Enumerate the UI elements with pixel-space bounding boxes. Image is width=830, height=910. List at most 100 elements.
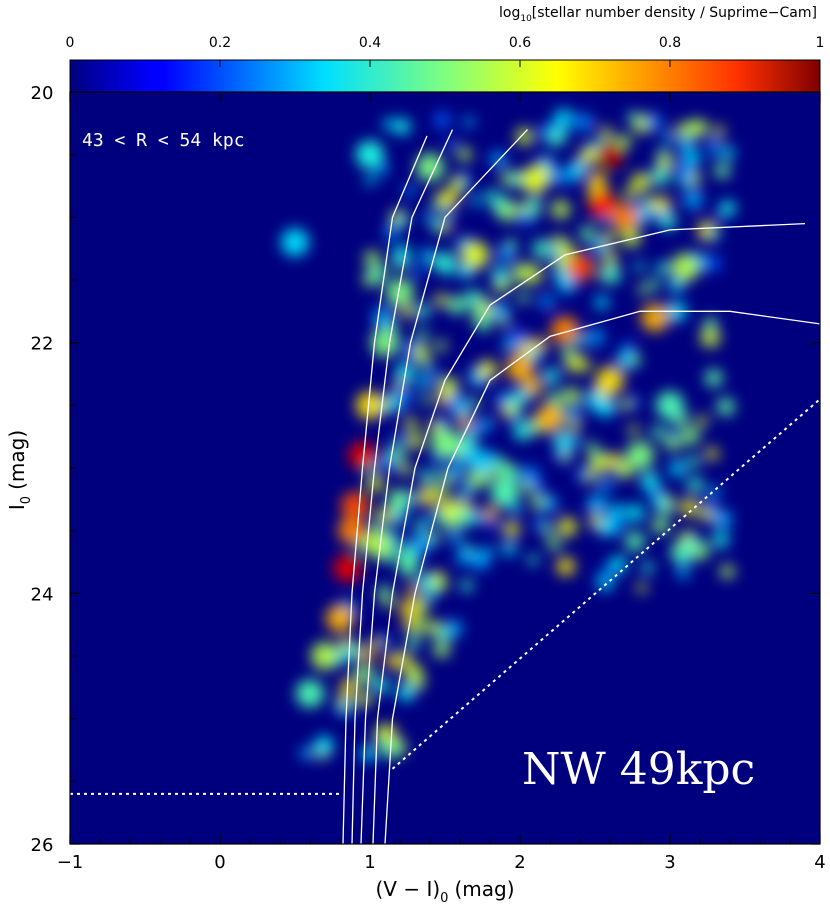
density-speckle [448, 530, 463, 545]
density-speckle [432, 454, 445, 466]
density-speckle [393, 118, 411, 136]
density-speckle [338, 694, 352, 708]
density-speckle [687, 476, 704, 493]
density-speckle [420, 469, 434, 483]
density-speckle [300, 746, 314, 760]
density-speckle [439, 189, 459, 208]
density-speckle [393, 434, 405, 445]
density-clump [626, 441, 654, 470]
density-speckle [598, 477, 613, 492]
density-speckle [543, 367, 560, 385]
density-speckle [662, 131, 675, 144]
colorbar-tick-label: 0 [66, 35, 75, 51]
density-speckle [636, 582, 648, 594]
density-speckle [385, 652, 401, 669]
density-speckle [412, 344, 430, 362]
density-speckle [647, 278, 660, 291]
density-speckle [533, 480, 545, 493]
density-speckle [412, 265, 425, 278]
density-clump [386, 278, 414, 307]
density-speckle [402, 617, 413, 629]
density-speckle [562, 387, 581, 406]
density-speckle [704, 369, 723, 387]
density-speckle [681, 426, 700, 446]
density-clump [588, 190, 617, 219]
density-speckle [433, 641, 451, 658]
density-speckle [568, 419, 581, 432]
density-speckle [451, 176, 464, 189]
density-speckle [446, 137, 458, 149]
density-speckle [624, 187, 636, 200]
density-speckle [416, 329, 428, 341]
density-speckle [457, 147, 472, 162]
density-speckle [471, 511, 485, 525]
density-speckle [431, 575, 448, 592]
density-speckle [547, 128, 566, 147]
density-clump [363, 529, 392, 558]
density-speckle [551, 199, 571, 219]
density-speckle [436, 470, 449, 483]
density-clump [656, 391, 684, 420]
density-speckle [557, 517, 577, 537]
density-speckle [473, 550, 487, 565]
density-speckle [712, 509, 732, 530]
density-speckle [683, 149, 701, 167]
isochrone-line [360, 129, 528, 844]
density-speckle [375, 163, 389, 176]
x-tick-label: 1 [364, 852, 375, 873]
density-speckle [527, 348, 542, 362]
density-speckle [590, 448, 604, 462]
density-speckle [579, 225, 596, 242]
x-axis-label: (V − I)0 (mag) [376, 877, 515, 906]
density-speckle [647, 484, 664, 501]
density-speckle [415, 304, 430, 319]
colorbar-tick-label: 0.4 [359, 35, 381, 51]
density-speckle [596, 400, 613, 417]
isochrone-line [372, 222, 806, 844]
density-clump [338, 516, 366, 545]
x-tick-label: −1 [57, 852, 84, 873]
density-speckle [660, 214, 677, 230]
density-speckle [574, 112, 594, 132]
density-speckle [492, 266, 508, 282]
density-speckle [365, 174, 376, 185]
density-speckle [678, 137, 694, 153]
density-speckle [709, 228, 720, 240]
density-speckle [539, 293, 555, 309]
density-speckle [556, 557, 576, 576]
x-axis-ticks: −1 0 1 2 3 4 [57, 92, 826, 873]
density-speckle [586, 328, 605, 347]
colorbar-tick-label: 0.6 [509, 35, 531, 51]
density-speckle [483, 545, 494, 557]
density-speckle [714, 162, 731, 179]
density-speckle [414, 547, 426, 559]
density-speckle [681, 530, 693, 542]
density-speckle [417, 376, 431, 390]
density-speckle [585, 441, 597, 452]
density-speckle [600, 264, 621, 285]
density-speckle [569, 407, 582, 420]
density-speckle [387, 490, 408, 510]
density-speckle [356, 692, 372, 707]
x-tick-label: 4 [814, 852, 825, 873]
density-speckle [700, 327, 721, 348]
limit-line [391, 398, 820, 770]
density-speckle [470, 195, 482, 207]
density-speckle [625, 531, 645, 552]
density-speckle [421, 395, 432, 406]
density-speckle [614, 519, 626, 531]
density-speckle [384, 226, 399, 241]
density-speckle [584, 471, 596, 483]
density-speckle [677, 566, 690, 579]
y-tick-label: 22 [31, 334, 54, 355]
density-speckle [703, 254, 722, 272]
y-tick-label: 26 [31, 835, 54, 856]
density-speckle [579, 147, 598, 165]
density-speckle [487, 519, 498, 530]
density-speckle [651, 516, 670, 535]
density-speckle [453, 453, 464, 464]
density-speckle [447, 295, 467, 315]
density-speckle [425, 368, 438, 381]
density-speckle [620, 398, 633, 411]
density-speckle [477, 360, 497, 380]
